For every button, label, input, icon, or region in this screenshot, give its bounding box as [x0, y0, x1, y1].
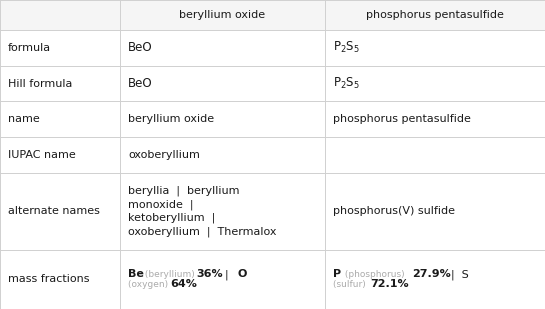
Text: 64%: 64% [170, 279, 197, 290]
Bar [0, 0, 545, 30]
Text: BeO: BeO [128, 41, 153, 54]
Text: alternate names: alternate names [8, 206, 100, 216]
Text: phosphorus pentasulfide: phosphorus pentasulfide [366, 10, 504, 20]
Text: formula: formula [8, 43, 51, 53]
Text: (beryllium): (beryllium) [142, 270, 198, 279]
Text: BeO: BeO [128, 77, 153, 90]
Text: 27.9%: 27.9% [412, 269, 451, 279]
Text: |: | [218, 269, 235, 280]
Text: (sulfur): (sulfur) [333, 280, 368, 289]
Text: name: name [8, 114, 40, 124]
Text: $\mathregular{P_2S_5}$: $\mathregular{P_2S_5}$ [333, 40, 360, 55]
Text: mass fractions: mass fractions [8, 274, 89, 284]
Text: P: P [333, 269, 341, 279]
Text: |  S: | S [444, 269, 469, 280]
Text: 36%: 36% [196, 269, 222, 279]
Text: beryllia  |  beryllium
monoxide  |
ketoberyllium  |
oxoberyllium  |  Thermalox: beryllia | beryllium monoxide | ketobery… [128, 185, 276, 237]
Text: (oxygen): (oxygen) [128, 280, 171, 289]
Text: 72.1%: 72.1% [370, 279, 409, 290]
Text: O: O [238, 269, 247, 279]
Text: oxoberyllium: oxoberyllium [128, 150, 200, 160]
Text: beryllium oxide: beryllium oxide [179, 10, 265, 20]
Text: beryllium oxide: beryllium oxide [128, 114, 214, 124]
Text: $\mathregular{P_2S_5}$: $\mathregular{P_2S_5}$ [333, 76, 360, 91]
Text: phosphorus pentasulfide: phosphorus pentasulfide [333, 114, 471, 124]
Text: Hill formula: Hill formula [8, 78, 72, 89]
Text: (phosphorus): (phosphorus) [342, 270, 408, 279]
Text: IUPAC name: IUPAC name [8, 150, 76, 160]
Text: phosphorus(V) sulfide: phosphorus(V) sulfide [333, 206, 455, 216]
Text: Be: Be [128, 269, 144, 279]
